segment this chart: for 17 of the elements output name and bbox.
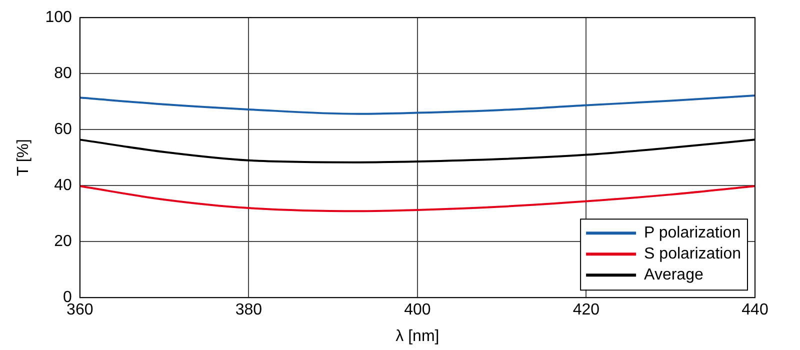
y-tick-label: 100 — [45, 9, 72, 26]
x-tick-label: 380 — [235, 302, 262, 319]
y-axis-title: T [%] — [15, 139, 32, 176]
x-axis-title: λ [nm] — [396, 328, 440, 345]
y-tick-label: 40 — [54, 177, 72, 194]
line-series — [80, 94, 755, 115]
line-series — [80, 185, 755, 212]
x-tick-label: 400 — [404, 302, 431, 319]
y-tick-label: 80 — [54, 65, 72, 82]
legend-label: S polarization — [644, 246, 742, 263]
legend-label: P polarization — [644, 224, 741, 242]
x-tick-label: 360 — [66, 302, 94, 319]
x-tick-label: 440 — [742, 302, 768, 319]
y-tick-label: 60 — [54, 121, 72, 138]
legend-label: Average — [644, 266, 704, 284]
x-tick-label: 420 — [572, 302, 600, 319]
y-tick-label: 20 — [54, 233, 72, 250]
